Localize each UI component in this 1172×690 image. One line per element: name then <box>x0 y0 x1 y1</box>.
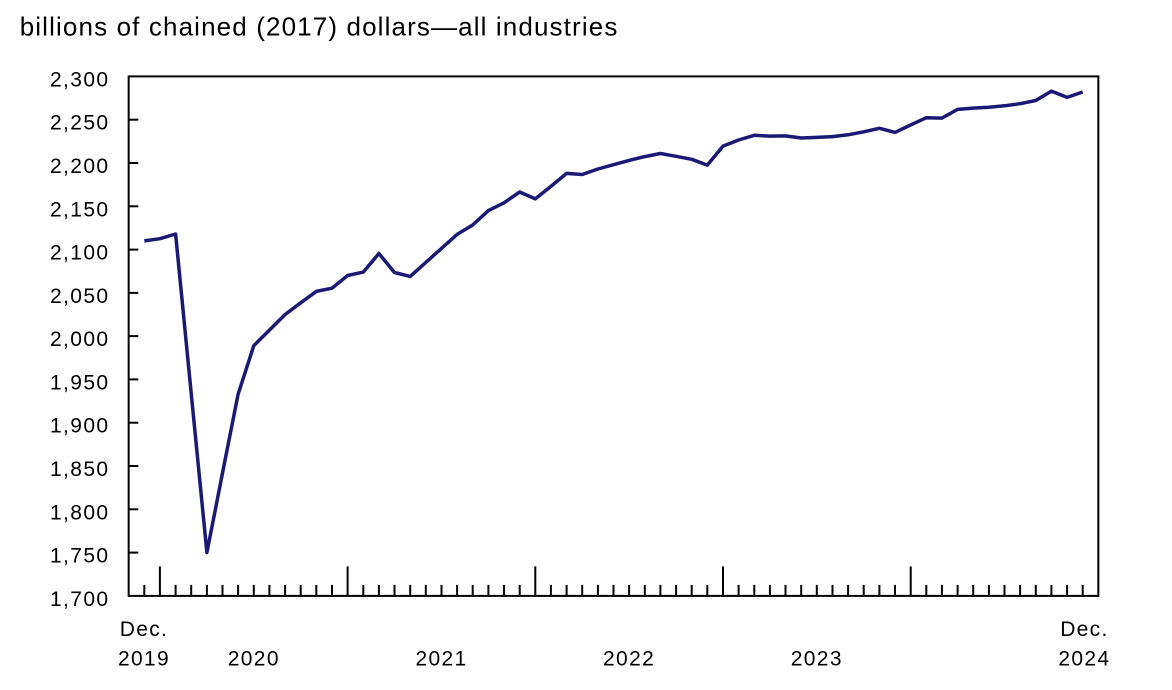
svg-text:Dec.: Dec. <box>120 618 168 641</box>
svg-text:1,750: 1,750 <box>50 545 110 568</box>
svg-text:2024: 2024 <box>1058 648 1110 671</box>
svg-text:2020: 2020 <box>228 648 280 671</box>
svg-text:2,100: 2,100 <box>50 242 110 265</box>
svg-text:1,800: 1,800 <box>50 501 110 524</box>
svg-text:1,850: 1,850 <box>50 458 110 481</box>
svg-text:1,950: 1,950 <box>50 371 110 394</box>
svg-text:2,000: 2,000 <box>50 328 110 351</box>
svg-text:2,050: 2,050 <box>50 285 110 308</box>
svg-text:2,150: 2,150 <box>50 198 110 221</box>
svg-text:2021: 2021 <box>415 648 467 671</box>
svg-text:2019: 2019 <box>118 648 170 671</box>
svg-text:Dec.: Dec. <box>1060 618 1108 641</box>
svg-text:1,900: 1,900 <box>50 415 110 438</box>
svg-text:2023: 2023 <box>791 648 843 671</box>
svg-text:2022: 2022 <box>603 648 655 671</box>
svg-text:2,250: 2,250 <box>50 112 110 135</box>
svg-text:2,200: 2,200 <box>50 155 110 178</box>
svg-text:1,700: 1,700 <box>50 588 110 611</box>
svg-text:2,300: 2,300 <box>50 68 110 91</box>
svg-text:billions of chained (2017) dol: billions of chained (2017) dollars—all i… <box>20 12 619 42</box>
